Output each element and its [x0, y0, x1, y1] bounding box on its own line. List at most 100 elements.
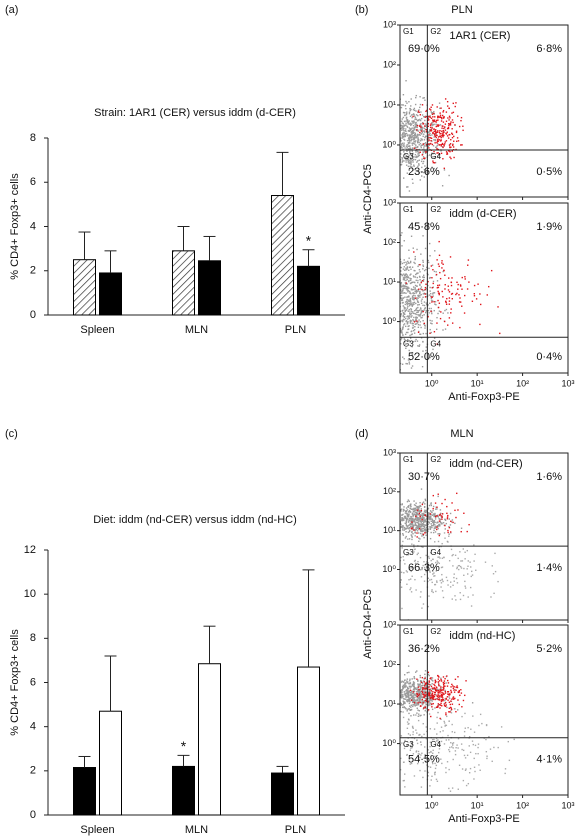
event-dot	[418, 520, 420, 522]
event-dot	[431, 688, 434, 691]
event-dot	[409, 260, 412, 263]
event-dot	[415, 307, 418, 310]
event-dot	[414, 297, 417, 299]
event-dot	[436, 125, 438, 127]
event-dot	[401, 328, 404, 331]
event-dot	[421, 512, 423, 515]
event-dot	[408, 111, 411, 113]
event-dot	[448, 300, 451, 302]
event-dot	[401, 299, 403, 302]
y-tick-label: 10⁰	[382, 139, 396, 149]
event-dot	[446, 706, 448, 709]
event-dot	[405, 513, 408, 515]
event-dot	[448, 533, 450, 535]
event-dot	[413, 301, 416, 304]
event-dot	[422, 761, 424, 764]
event-dot	[435, 271, 437, 273]
event-dot	[415, 714, 417, 716]
event-dot	[416, 700, 418, 702]
event-dot	[405, 320, 407, 323]
event-dot	[418, 133, 420, 136]
event-dot	[395, 692, 396, 693]
event-dot	[429, 356, 431, 359]
event-dot	[430, 698, 432, 700]
event-dot	[417, 170, 419, 172]
event-dot	[436, 141, 438, 144]
event-dot	[451, 554, 453, 557]
event-dot	[433, 738, 435, 741]
event-dot	[451, 698, 453, 700]
event-dot	[440, 689, 443, 691]
event-dot	[439, 114, 442, 116]
event-dot	[393, 293, 394, 294]
event-dot	[439, 116, 442, 119]
event-dot	[416, 527, 419, 529]
event-dot	[428, 307, 430, 310]
event-dot	[437, 681, 440, 683]
event-dot	[436, 526, 438, 528]
event-dot	[413, 299, 415, 301]
event-dot	[451, 150, 454, 152]
event-dot	[420, 687, 422, 689]
event-dot	[416, 525, 419, 527]
event-dot	[411, 127, 413, 129]
event-dot	[392, 507, 393, 508]
event-dot	[423, 517, 425, 519]
event-dot	[419, 142, 422, 145]
event-dot	[436, 508, 438, 510]
event-dot	[401, 742, 403, 744]
event-dot	[425, 683, 427, 685]
event-dot	[397, 264, 398, 265]
event-dot	[418, 330, 420, 333]
event-dot	[408, 310, 410, 312]
event-dot	[428, 134, 430, 136]
event-dot	[417, 320, 419, 323]
event-dot	[401, 504, 403, 506]
event-dot	[431, 514, 434, 516]
event-dot	[398, 700, 399, 701]
event-dot	[434, 698, 436, 701]
event-dot	[418, 691, 420, 693]
event-dot	[417, 694, 420, 697]
event-dot	[400, 263, 402, 265]
event-dot	[407, 499, 410, 501]
event-dot	[386, 687, 387, 688]
event-dot	[420, 286, 423, 288]
event-dot	[417, 506, 419, 509]
event-dot	[434, 583, 437, 586]
event-dot	[392, 293, 393, 294]
event-dot	[431, 570, 434, 572]
event-dot	[431, 511, 433, 513]
event-dot	[401, 706, 404, 709]
event-dot	[414, 276, 417, 278]
event-dot	[406, 323, 409, 325]
event-dot	[384, 303, 385, 304]
event-dot	[420, 144, 423, 147]
event-dot	[394, 163, 395, 164]
event-dot	[430, 699, 432, 701]
event-dot	[383, 272, 384, 273]
event-dot	[429, 688, 431, 691]
event-dot	[418, 508, 420, 510]
event-dot	[400, 159, 402, 161]
event-dot	[433, 527, 436, 529]
event-dot	[356, 298, 357, 299]
event-dot	[409, 157, 412, 160]
event-dot	[429, 319, 431, 322]
event-dot	[417, 719, 420, 722]
event-dot	[420, 526, 422, 528]
event-dot	[376, 704, 377, 705]
event-dot	[452, 121, 454, 124]
event-dot	[435, 694, 437, 696]
event-dot	[449, 256, 452, 258]
event-dot	[435, 681, 437, 683]
event-dot	[423, 520, 425, 522]
event-dot	[449, 581, 452, 583]
event-dot	[415, 514, 418, 516]
event-dot	[410, 686, 412, 688]
event-dot	[422, 340, 424, 343]
event-dot	[392, 124, 393, 125]
event-dot	[442, 312, 444, 314]
event-dot	[403, 323, 406, 325]
event-dot	[436, 515, 438, 517]
